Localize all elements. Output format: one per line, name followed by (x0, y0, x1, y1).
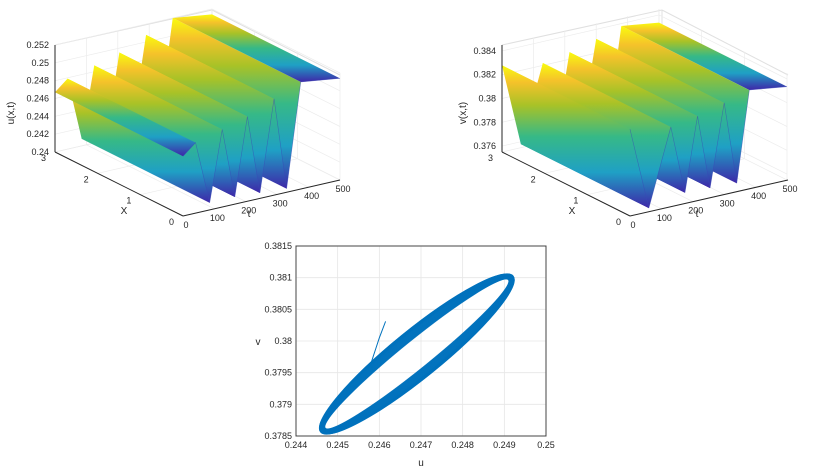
t-tick-label: 500 (335, 184, 350, 194)
phase-x-tick-label: 0.249 (493, 440, 516, 450)
phase-y-tick-label: 0.3805 (264, 304, 292, 314)
t-ticks-v: 0 100 200 300 400 500 (630, 184, 797, 230)
phase-y-tick-label: 0.3815 (264, 241, 292, 251)
x-tick-label: 3 (41, 153, 46, 163)
x-ticks-v: 0 1 2 3 (488, 153, 621, 227)
phase-ylabel: v (256, 337, 261, 348)
x-tick-label: 0 (169, 217, 174, 227)
x-tick-label: 3 (488, 153, 493, 163)
t-tick-label: 300 (273, 198, 288, 208)
z-tick-label: 0.38 (478, 94, 496, 104)
x-tick-label: 2 (531, 174, 536, 184)
transient-path (370, 321, 387, 372)
phase-x-tick-label: 0.25 (537, 440, 555, 450)
phase-x-ticks: 0.244 0.245 0.246 0.247 0.248 0.249 0.25 (285, 440, 555, 450)
phase-x-tick-label: 0.247 (410, 440, 433, 450)
axis-lines-u (54, 45, 341, 217)
surface-plot-u: 0.24 0.242 0.244 0.246 0.248 0.25 0.252 0 1 2 3 0… (6, 8, 351, 230)
phase-xlabel: u (418, 458, 424, 469)
phase-x-tick-label: 0.248 (451, 440, 474, 450)
xlabel-u: X (121, 206, 128, 217)
zlabel-v: v(x,t) (458, 102, 469, 124)
limit-cycle-loop (318, 273, 515, 435)
x-tick-label: 2 (84, 174, 89, 184)
phase-y-ticks: 0.3785 0.379 0.3795 0.38 0.3805 0.381 0.3815 (264, 241, 292, 441)
phase-y-tick-label: 0.38 (274, 336, 292, 346)
phase-plot: 0.244 0.245 0.246 0.247 0.248 0.249 0.25 0.378… (256, 241, 555, 469)
axis-lines-v (501, 45, 789, 217)
x-tick-label: 1 (126, 196, 131, 206)
tlabel-v: t (696, 209, 699, 220)
surface-strip (172, 14, 340, 83)
z-ticks-u: 0.24 0.242 0.244 0.246 0.248 0.25 0.252 (26, 40, 49, 157)
t-tick-label: 0 (630, 220, 635, 230)
phase-y-tick-label: 0.381 (269, 273, 292, 283)
phase-y-tick-label: 0.379 (269, 399, 292, 409)
t-tick-label: 100 (210, 213, 225, 223)
t-tick-label: 500 (782, 184, 797, 194)
z-tick-label: 0.376 (473, 141, 496, 151)
x-ticks-u: 0 1 2 3 (41, 153, 174, 227)
z-tick-label: 0.378 (473, 117, 496, 127)
t-tick-label: 200 (241, 206, 256, 216)
xlabel-v: X (569, 206, 576, 217)
z-tick-label: 0.24 (31, 147, 49, 157)
surface-edge (629, 86, 788, 209)
phase-x-tick-label: 0.246 (368, 440, 391, 450)
surface-edge (182, 78, 341, 203)
surface-u (55, 14, 341, 203)
z-tick-label: 0.252 (26, 40, 49, 50)
surface-strip (621, 22, 787, 90)
t-tick-label: 0 (183, 220, 188, 230)
x-tick-label: 1 (573, 196, 578, 206)
surface-v (502, 22, 788, 209)
t-tick-label: 300 (720, 198, 735, 208)
z-tick-label: 0.244 (26, 111, 49, 121)
t-tick-label: 100 (657, 213, 672, 223)
phase-x-tick-label: 0.245 (326, 440, 349, 450)
phase-trajectory (318, 273, 515, 435)
t-tick-label: 400 (304, 191, 319, 201)
surface-plot-v: 0.376 0.378 0.38 0.382 0.384 0 1 2 3 0 100 200 300… (458, 9, 798, 230)
x-tick-label: 0 (616, 217, 621, 227)
phase-frame (295, 245, 547, 437)
z-tick-label: 0.25 (31, 58, 49, 68)
surface-strip (55, 78, 196, 157)
t-ticks-u: 0 100 200 300 400 500 (183, 184, 350, 230)
t-tick-label: 400 (751, 191, 766, 201)
t-tick-label: 200 (688, 206, 703, 216)
z-tick-label: 0.242 (26, 129, 49, 139)
z-tick-label: 0.248 (26, 76, 49, 86)
phase-y-tick-label: 0.3795 (264, 368, 292, 378)
surface-strip (502, 65, 649, 209)
z-tick-label: 0.384 (473, 46, 496, 56)
z-ticks-v: 0.376 0.378 0.38 0.382 0.384 (473, 46, 496, 151)
phase-x-tick-label: 0.244 (285, 440, 308, 450)
z-tick-label: 0.246 (26, 94, 49, 104)
phase-y-tick-label: 0.3785 (264, 431, 292, 441)
tlabel-u: t (248, 209, 251, 220)
z-tick-label: 0.382 (473, 70, 496, 80)
zlabel-u: u(x,t) (6, 102, 17, 125)
